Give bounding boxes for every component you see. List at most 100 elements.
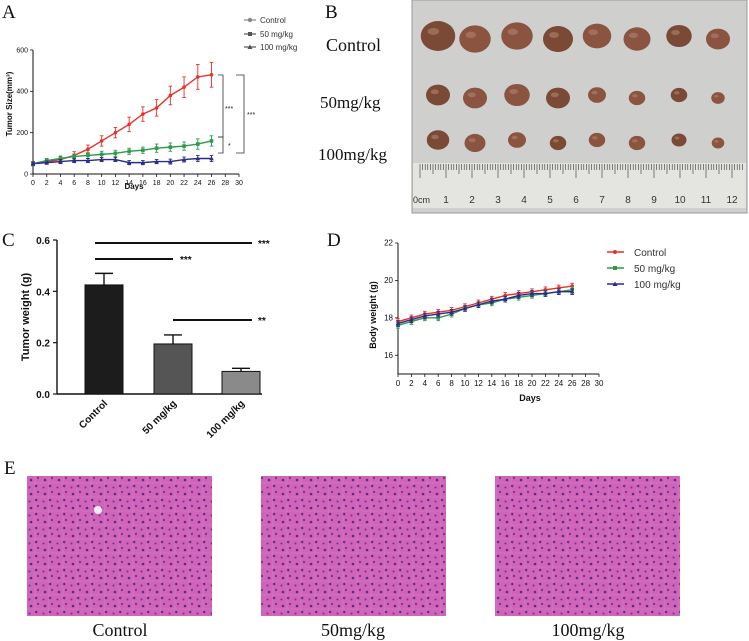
ruler-number: 9: [651, 195, 657, 206]
data-point: [86, 147, 90, 151]
x-tick-label: 14: [125, 180, 133, 187]
data-point: [30, 161, 36, 166]
tumor-highlight: [511, 135, 518, 140]
y-tick-label: 0.6: [36, 236, 50, 247]
data-point: [99, 152, 104, 157]
legend-marker-50: [248, 32, 252, 36]
tumor-highlight: [588, 29, 598, 36]
series-line-0: [397, 285, 573, 323]
tumor: [666, 24, 692, 48]
body-weight-chart: Body weight (g) Days Control 50 mg/kg 10…: [368, 239, 681, 403]
category-label: 100 mg/kg: [205, 398, 247, 440]
series-line-1: [32, 140, 212, 165]
tumor-specimens: [420, 21, 730, 153]
x-tick-label: 2: [409, 379, 414, 388]
x-tick-label: 2: [45, 180, 49, 187]
y-tick-label: 600: [16, 47, 28, 54]
tumor-highlight: [591, 90, 598, 95]
y-tick-label: 0.4: [36, 287, 50, 298]
tumor: [588, 87, 606, 103]
tumor-photo-panel: Control 50mg/kg 100mg/kg 0cm 1 2 3 4 5 6 7 8 9 10…: [318, 0, 748, 214]
sig-label-a1: ***: [225, 106, 233, 113]
x-tick-label: 10: [98, 180, 106, 187]
x-tick-label: 20: [528, 379, 537, 388]
tumor-highlight: [549, 32, 559, 38]
legend-label-control: Control: [260, 16, 286, 25]
data-point: [154, 106, 159, 110]
ruler-number: 4: [521, 195, 527, 206]
ruler-number: 11: [701, 195, 712, 206]
data-point: [196, 75, 200, 79]
data-point: [127, 122, 131, 127]
micrograph-label-100: 100mg/kg: [551, 620, 624, 640]
d-legend-label-100: 100 mg/kg: [634, 280, 681, 291]
panel-letter-b: B: [325, 2, 338, 23]
d-legend-marker-control: [613, 250, 617, 254]
tumor: [426, 84, 450, 106]
tumor: [501, 22, 533, 50]
data-point: [58, 159, 63, 164]
sig-label-a2: *: [228, 143, 231, 150]
ruler-number: 5: [547, 195, 553, 206]
data-point: [422, 313, 428, 318]
ruler-number: 7: [599, 195, 605, 206]
ruler: [413, 163, 746, 208]
category-label: Control: [77, 398, 110, 431]
tumor-weight-ylabel: Tumor weight (g): [20, 272, 32, 361]
data-point: [113, 151, 118, 156]
tumor: [549, 135, 567, 151]
photo-row-label-50: 50mg/kg: [320, 93, 381, 112]
data-point: [113, 157, 118, 162]
tumor: [546, 87, 570, 109]
data-point: [195, 156, 201, 161]
data-point: [168, 159, 173, 164]
tumor: [628, 90, 646, 106]
data-point: [436, 316, 440, 320]
legend-marker-control: [247, 17, 253, 23]
data-point: [502, 296, 508, 301]
tumor: [628, 135, 646, 151]
tumor-highlight: [628, 32, 638, 39]
y-tick-label: 20: [384, 276, 393, 285]
data-point: [395, 321, 401, 326]
tumor: [464, 133, 486, 153]
y-tick-label: 0: [24, 171, 28, 178]
tumor-highlight: [509, 89, 518, 95]
tumor-highlight: [507, 28, 519, 35]
tumor-highlight: [632, 139, 638, 143]
y-tick-label: 18: [384, 314, 393, 323]
tumor-highlight: [674, 136, 680, 140]
sig-label-a3: ***: [247, 112, 255, 119]
data-point: [71, 158, 77, 163]
bar: [221, 370, 261, 395]
tumor: [420, 21, 456, 51]
tumor-weight-chart: Tumor weight (g) 0.0 0.2 0.4 0.6 Control 50 m…: [20, 236, 270, 441]
tumor: [463, 87, 487, 109]
x-tick-label: 0: [31, 180, 35, 187]
data-point: [543, 291, 548, 296]
tumor: [670, 87, 688, 103]
legend-label-100: 100 mg/kg: [260, 43, 297, 52]
ruler-number: 12: [726, 195, 738, 206]
data-point: [86, 153, 90, 158]
ruler-ticks: [419, 164, 743, 178]
x-tick-label: 20: [166, 180, 174, 187]
tumor-highlight: [465, 31, 477, 38]
data-point: [154, 146, 159, 150]
x-tick-label: 28: [221, 180, 229, 187]
tumor-highlight: [671, 30, 680, 36]
d-legend-marker-100: [612, 281, 618, 286]
ruler-number: 6: [573, 195, 579, 206]
significance-label: ***: [180, 255, 192, 266]
photo-row-label-control: Control: [326, 35, 381, 55]
ruler-number: 2: [469, 195, 475, 206]
d-legend-marker-50: [613, 266, 617, 270]
tumor-highlight: [431, 134, 439, 140]
x-tick-label: 12: [474, 379, 483, 388]
tumor: [588, 132, 606, 148]
x-tick-label: 30: [595, 379, 604, 388]
x-tick-label: 24: [554, 379, 563, 388]
data-point: [516, 293, 521, 298]
data-point: [476, 302, 481, 307]
tumor: [459, 25, 491, 53]
